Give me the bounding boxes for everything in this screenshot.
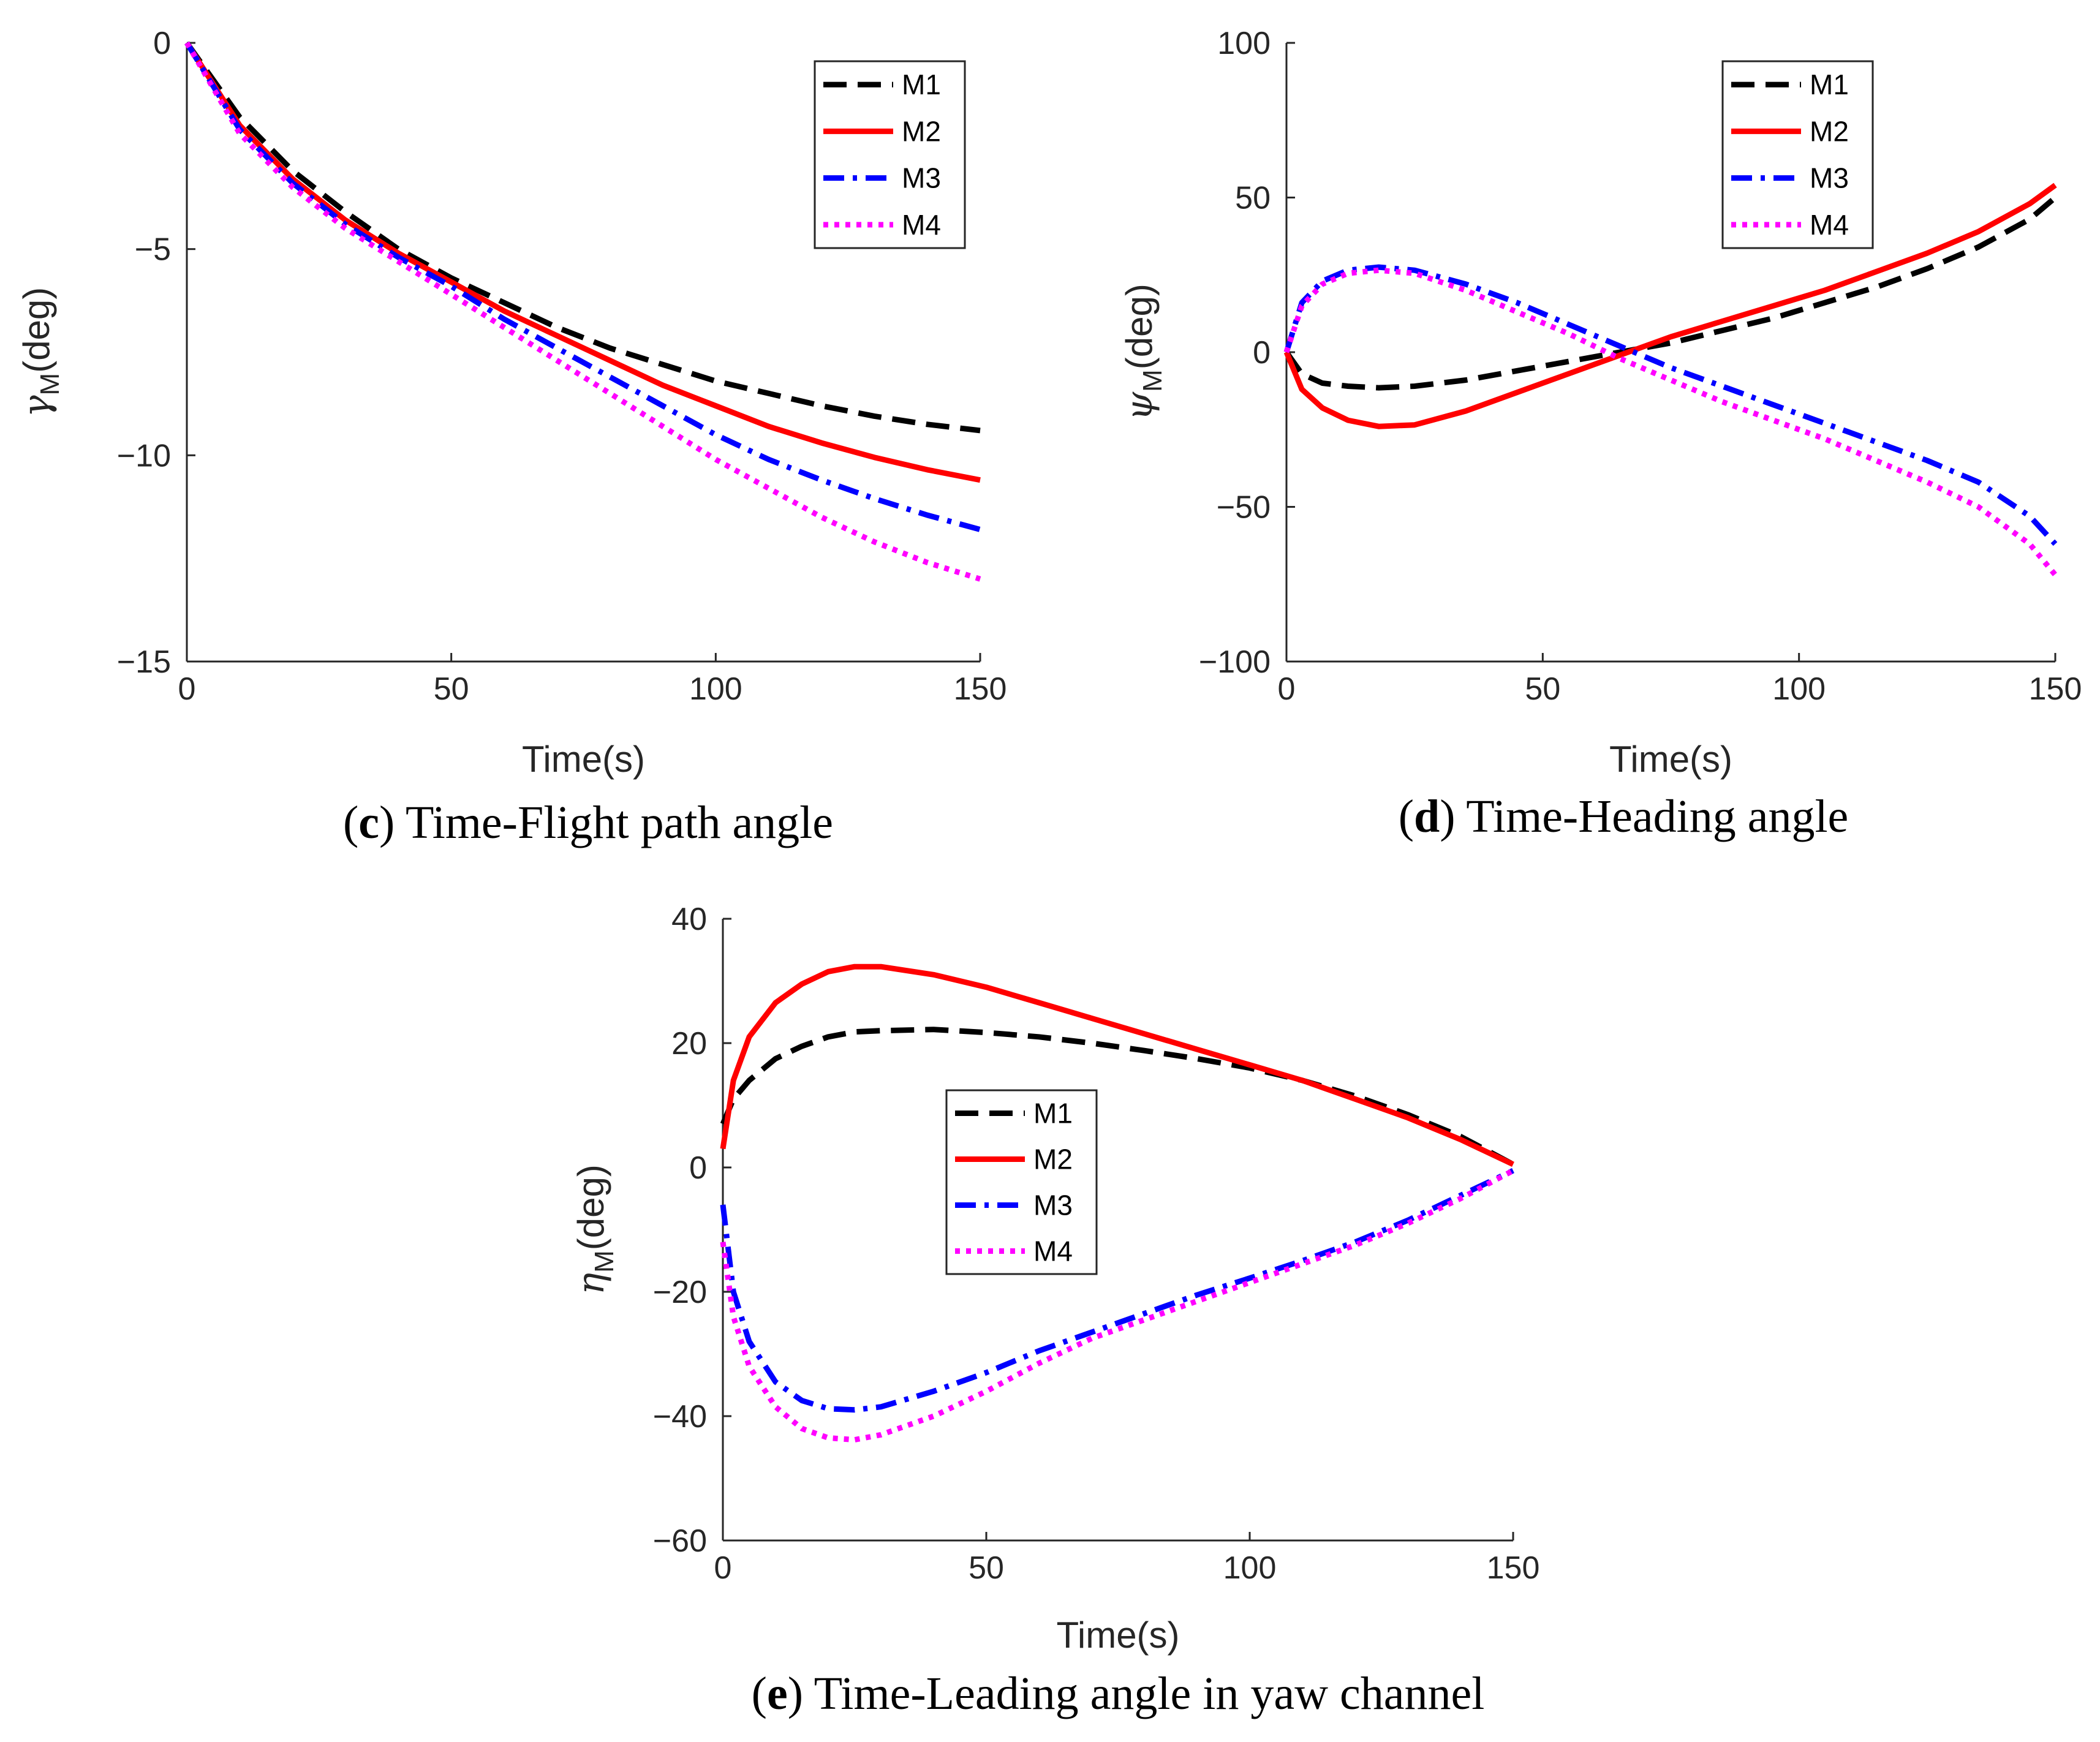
caption-letter: e xyxy=(767,1668,788,1719)
y-axis-symbol: ψ xyxy=(1118,391,1161,421)
x-tick-label: 50 xyxy=(434,671,469,707)
y-tick-label: −40 xyxy=(653,1399,707,1435)
x-tick-label: 0 xyxy=(714,1550,732,1586)
caption-paren-open: ( xyxy=(343,797,358,848)
x-tick-label: 150 xyxy=(2029,671,2082,707)
y-axis-label: ψM(deg) xyxy=(1118,284,1168,421)
x-tick-label: 100 xyxy=(1223,1550,1277,1586)
x-tick-label: 0 xyxy=(178,671,196,707)
series-line-m3 xyxy=(1283,264,2058,546)
legend: M1 M2 M3 M4 xyxy=(814,60,966,249)
x-tick-label: 0 xyxy=(1278,671,1296,707)
y-tick-label: 0 xyxy=(689,1150,707,1186)
chart-panel-d: 0 50 100 150 100 50 0 −50 −100 Time(s) ψM(deg) M1 M2… xyxy=(1118,26,2082,842)
legend-label-m1: M1 xyxy=(1033,1098,1073,1129)
y-tick-label: 40 xyxy=(671,902,707,937)
series-line-m1 xyxy=(720,1027,1515,1167)
series-line-m4 xyxy=(720,1168,1515,1443)
y-tick-label: 0 xyxy=(1253,335,1271,371)
x-tick-label: 150 xyxy=(1487,1550,1540,1586)
y-axis-symbol: η xyxy=(570,1273,613,1295)
chart-panel-e: 0 50 100 15040200−20−40−60Time(s)ηM(deg)M1M… xyxy=(570,902,1539,1719)
caption-text: Time-Heading angle xyxy=(1466,791,1848,842)
y-axis-unit: (deg) xyxy=(570,1164,611,1250)
y-axis-label: γM(deg) xyxy=(15,287,65,418)
caption-paren-close: ) xyxy=(788,1668,814,1719)
x-tick-label: 50 xyxy=(969,1550,1004,1586)
series-line-m2 xyxy=(184,41,981,483)
y-tick-label: −10 xyxy=(117,438,171,473)
caption-text: Time-Flight path angle xyxy=(406,797,833,848)
y-tick-label: 100 xyxy=(1217,26,1271,61)
x-tick-label: 50 xyxy=(1525,671,1560,707)
legend-label-m2: M2 xyxy=(1033,1144,1073,1175)
legend-box xyxy=(814,60,966,249)
series-line-m2 xyxy=(1283,183,2057,429)
legend-box xyxy=(945,1089,1098,1275)
legend-label-m4: M4 xyxy=(1033,1235,1073,1267)
series-line-m3 xyxy=(720,1168,1514,1413)
legend-label-m3: M3 xyxy=(1810,162,1849,194)
y-axis-subscript: M xyxy=(35,373,65,396)
caption-paren-open: ( xyxy=(752,1668,767,1719)
y-tick-label: −5 xyxy=(135,232,171,268)
x-axis-label: Time(s) xyxy=(1609,739,1732,780)
y-axis-unit: (deg) xyxy=(1119,284,1160,369)
caption-paren-close: ) xyxy=(1440,791,1466,842)
legend: M1 M2 M3 M4 xyxy=(945,1089,1098,1275)
legend-label-m2: M2 xyxy=(1810,115,1849,147)
legend-label-m4: M4 xyxy=(902,209,941,241)
caption-text: Time-Leading angle in yaw channel xyxy=(814,1668,1485,1719)
x-tick-label: 100 xyxy=(689,671,742,707)
y-tick-label: 20 xyxy=(671,1026,707,1061)
y-axis-symbol: γ xyxy=(15,395,58,417)
legend-label-m4: M4 xyxy=(1810,209,1849,241)
x-tick-label: 150 xyxy=(954,671,1007,707)
caption-paren-open: ( xyxy=(1399,791,1414,842)
series-line-m1 xyxy=(1284,195,2057,391)
series-line-m4 xyxy=(184,41,981,582)
y-tick-label: −60 xyxy=(653,1523,707,1559)
legend-label-m2: M2 xyxy=(902,115,941,147)
y-tick-label: −50 xyxy=(1217,490,1271,526)
y-tick-label: −20 xyxy=(653,1275,707,1310)
y-axis-subscript: M xyxy=(589,1250,619,1273)
y-tick-label: 0 xyxy=(153,26,171,61)
series-line-m4 xyxy=(1283,267,2058,577)
legend-label-m1: M1 xyxy=(1810,69,1849,100)
figure-caption: (c) Time-Flight path angle xyxy=(343,797,833,848)
x-tick-label: 100 xyxy=(1772,671,1826,707)
y-tick-label: 50 xyxy=(1235,181,1271,216)
x-axis-label: Time(s) xyxy=(1056,1615,1179,1656)
legend-label-m1: M1 xyxy=(902,69,941,100)
legend-label-m3: M3 xyxy=(902,162,941,194)
legend-label-m3: M3 xyxy=(1033,1190,1073,1221)
series-line-m3 xyxy=(184,41,981,532)
caption-paren-close: ) xyxy=(379,797,406,848)
y-tick-label: −15 xyxy=(117,644,171,680)
figure-caption: (e) Time-Leading angle in yaw channel xyxy=(752,1668,1485,1719)
y-tick-label: −100 xyxy=(1199,644,1271,680)
legend: M1 M2 M3 M4 xyxy=(1721,60,1874,249)
figure-caption: (d) Time-Heading angle xyxy=(1399,791,1849,842)
y-axis-unit: (deg) xyxy=(16,287,57,373)
y-axis-label: ηM(deg) xyxy=(570,1164,619,1295)
caption-letter: d xyxy=(1414,791,1440,842)
legend-box xyxy=(1721,60,1874,249)
y-axis-subscript: M xyxy=(1138,369,1168,392)
caption-letter: c xyxy=(358,797,379,848)
x-axis-label: Time(s) xyxy=(522,739,645,780)
series-line-m2 xyxy=(720,963,1514,1167)
chart-panel-c: 0 50 100 150 0 −5 −10 −15 Time(s) γM(deg) M1 M2 M3 M4… xyxy=(15,26,1007,848)
